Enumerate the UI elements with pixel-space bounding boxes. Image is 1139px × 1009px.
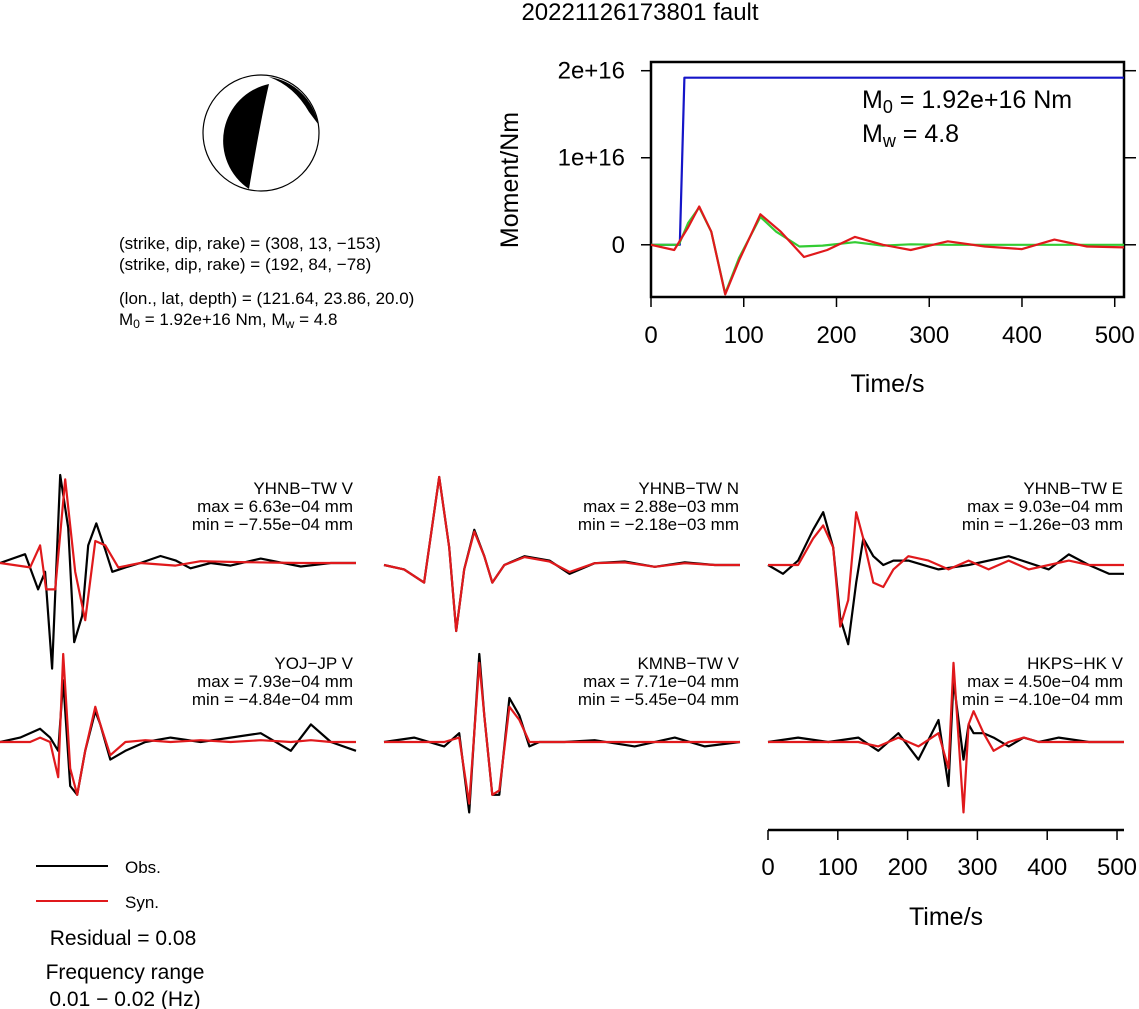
waveform-xlabel: Time/s xyxy=(909,903,983,931)
station-max: max = 7.71e−04 mm xyxy=(583,672,739,691)
waveform-xtick-label: 500 xyxy=(1097,854,1137,881)
annotation-mw-subscript: w xyxy=(882,130,896,151)
moment-rate-plot: 0 100 200 300 400 500 0 1e+16 2e+16 Time/s Moment/… xyxy=(496,58,1136,398)
moment-ytick-label: 2e+16 xyxy=(558,58,625,85)
mw-subscript: w xyxy=(285,317,295,332)
station-min: min = −5.45e−04 mm xyxy=(578,690,739,709)
station-max: max = 2.88e−03 mm xyxy=(583,497,739,516)
legend: Obs. Syn. Residual = 0.08 Frequency rang… xyxy=(36,858,204,1009)
mw-value-text: = 4.8 xyxy=(299,310,338,329)
legend-syn-label: Syn. xyxy=(125,893,159,912)
station-name: YHNB−TW V xyxy=(253,479,353,498)
m0-symbol: M xyxy=(119,310,134,329)
waveform-time-axis: 0 100 200 300 400 500 Time/s xyxy=(761,828,1137,931)
moment-annotation-mw: Mw = 4.8 xyxy=(862,120,960,150)
waveform-xtick-label: 100 xyxy=(818,854,858,881)
residual-text: Residual = 0.08 xyxy=(50,927,197,950)
station-min: min = −4.84e−04 mm xyxy=(192,690,353,709)
moment-ylabel: Moment/Nm xyxy=(496,112,524,248)
moment-xtick-label: 200 xyxy=(816,322,856,349)
figure-title: 20221126173801 fault xyxy=(521,0,758,26)
focal-line-2: (strike, dip, rake) = (192, 84, −78) xyxy=(119,255,372,274)
station-min: min = −7.55e−04 mm xyxy=(192,515,353,534)
focal-line-3: (lon., lat, depth) = (121.64, 23.86, 20.… xyxy=(119,289,415,308)
station-max: max = 4.50e−04 mm xyxy=(967,672,1123,691)
moment-xtick-label: 300 xyxy=(909,322,949,349)
moment-ytick-label: 0 xyxy=(612,232,625,259)
station-name: KMNB−TW V xyxy=(637,654,739,673)
moment-xtick-label: 500 xyxy=(1095,322,1135,349)
synthetic-trace xyxy=(768,661,1124,814)
station-name: HKPS−HK V xyxy=(1027,654,1124,673)
annotation-m0-subscript: 0 xyxy=(882,96,893,117)
focal-line-4: M0 = 1.92e+16 Nm, Mw = 4.8 xyxy=(119,310,338,332)
station-name: YOJ−JP V xyxy=(274,654,353,673)
synthetic-trace xyxy=(384,661,740,805)
moment-xtick-label: 100 xyxy=(724,322,764,349)
legend-obs-label: Obs. xyxy=(125,858,161,877)
annotation-mw-symbol: M xyxy=(862,120,883,148)
moment-plot-frame xyxy=(649,60,1126,299)
station-min: min = −4.10e−04 mm xyxy=(962,690,1123,709)
frequency-range-label: Frequency range xyxy=(46,961,205,984)
station-name: YHNB−TW E xyxy=(1023,479,1123,498)
station-name: YHNB−TW N xyxy=(638,479,739,498)
annotation-m0-symbol: M xyxy=(862,86,883,114)
stf-synthetic-curve xyxy=(650,205,1125,296)
waveform-xtick-label: 400 xyxy=(1027,854,1067,881)
waveform-xtick-label: 300 xyxy=(957,854,997,881)
synthetic-trace xyxy=(0,652,356,796)
station-max: max = 7.93e−04 mm xyxy=(197,672,353,691)
moment-xtick-label: 400 xyxy=(1002,322,1042,349)
station-max: max = 6.63e−04 mm xyxy=(197,497,353,516)
annotation-m0-value: = 1.92e+16 Nm xyxy=(899,86,1073,114)
station-min: min = −1.26e−03 mm xyxy=(962,515,1123,534)
moment-xtick-label: 0 xyxy=(644,322,657,349)
m0-subscript: 0 xyxy=(133,317,140,332)
waveform-xtick-label: 200 xyxy=(888,854,928,881)
m0-value-text: = 1.92e+16 Nm, M xyxy=(144,310,286,329)
moment-ytick-label: 1e+16 xyxy=(558,145,625,172)
synthetic-trace xyxy=(768,511,1124,628)
synthetic-trace xyxy=(0,478,356,622)
annotation-mw-value: = 4.8 xyxy=(902,120,960,148)
moment-annotation-m0: M0 = 1.92e+16 Nm xyxy=(862,86,1073,116)
frequency-range-value: 0.01 − 0.02 (Hz) xyxy=(49,988,200,1009)
focal-line-1: (strike, dip, rake) = (308, 13, −153) xyxy=(119,234,381,253)
observed-trace xyxy=(0,473,356,670)
beachball-icon xyxy=(202,74,320,192)
waveform-xtick-label: 0 xyxy=(761,854,774,881)
synthetic-trace xyxy=(383,475,740,633)
moment-xlabel: Time/s xyxy=(850,370,924,398)
station-max: max = 9.03e−04 mm xyxy=(967,497,1123,516)
station-min: min = −2.18e−03 mm xyxy=(578,515,739,534)
